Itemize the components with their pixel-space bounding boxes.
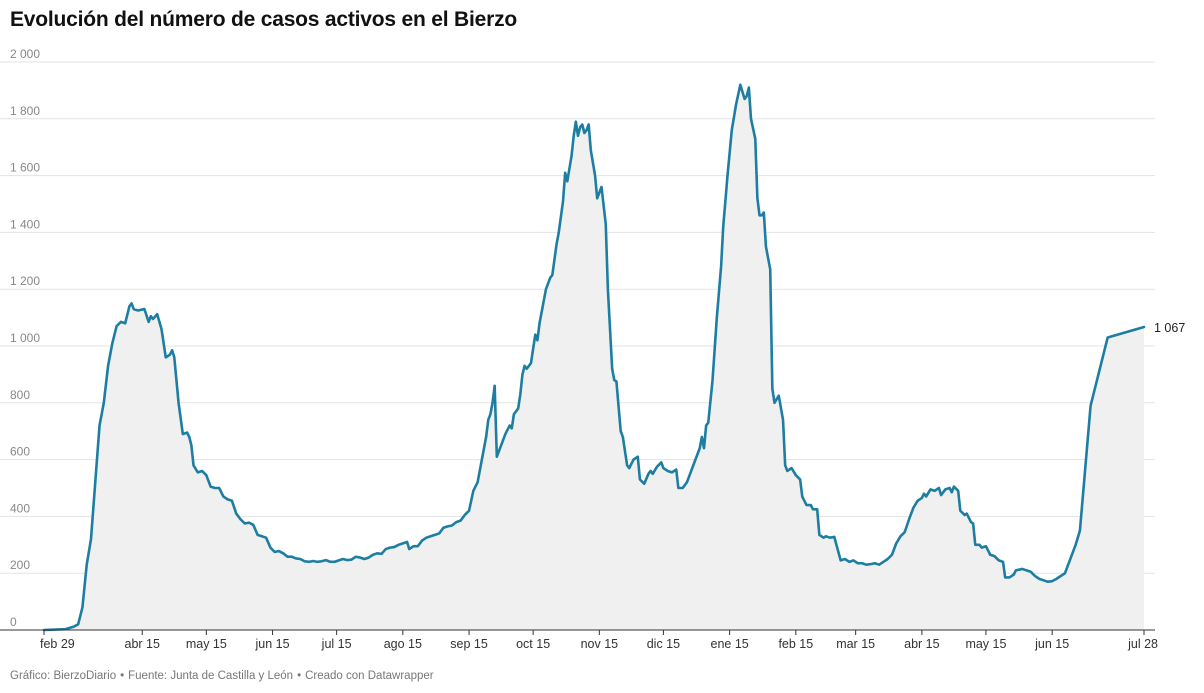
area-fill: [44, 84, 1144, 631]
x-tick-label: feb 29: [40, 637, 75, 651]
footer-separator: •: [297, 670, 302, 682]
x-tick-label: nov 15: [581, 637, 619, 651]
x-tick-label: oct 15: [516, 637, 550, 651]
x-tick-label: sep 15: [450, 637, 488, 651]
x-tick-label: jul 15: [321, 637, 352, 651]
series-line: [42, 83, 1146, 632]
y-tick-label: 1 200: [10, 274, 40, 288]
x-tick-label: jul 28: [1127, 637, 1158, 651]
y-axis-ticks: 0 200 400 600 800 1 000 1 200 1 400 1 600 1 800 2 …: [10, 47, 40, 629]
x-tick-label: abr 15: [904, 637, 939, 651]
y-tick-label: 600: [10, 445, 30, 459]
chart-title: Evolución del número de casos activos en…: [10, 8, 517, 31]
y-tick-label: 400: [10, 501, 30, 515]
y-tick-label: 0: [10, 615, 17, 629]
x-tick-label: ago 15: [384, 637, 422, 651]
x-tick-label: may 15: [965, 637, 1006, 651]
y-tick-label: 800: [10, 388, 30, 402]
footer-source: Fuente: Junta de Castilla y León: [128, 670, 294, 682]
x-axis-ticks: feb 29 abr 15 may 15 jun 15 jul 15 ago 15 sep …: [40, 630, 1158, 651]
x-tick-label: may 15: [186, 637, 227, 651]
x-tick-label: mar 15: [836, 637, 875, 651]
y-tick-label: 1 800: [10, 104, 40, 118]
y-tick-label: 1 400: [10, 217, 40, 231]
footer-made-with: Creado con Datawrapper: [305, 670, 434, 682]
y-tick-label: 200: [10, 558, 30, 572]
x-tick-label: feb 15: [778, 637, 813, 651]
x-tick-label: jun 15: [255, 637, 290, 651]
y-tick-label: 1 000: [10, 331, 40, 345]
x-tick-label: abr 15: [125, 637, 160, 651]
y-tick-label: 1 600: [10, 161, 40, 175]
y-tick-label: 2 000: [10, 47, 40, 61]
x-tick-label: ene 15: [711, 637, 749, 651]
footer: Gráfico: BierzoDiario • Fuente: Junta de C…: [10, 670, 434, 682]
x-tick-label: dic 15: [647, 637, 680, 651]
end-value-label: 1 067: [1154, 321, 1185, 335]
footer-separator: •: [120, 670, 125, 682]
footer-chart-by: Gráfico: BierzoDiario: [10, 670, 117, 682]
x-tick-label: jun 15: [1034, 637, 1069, 651]
